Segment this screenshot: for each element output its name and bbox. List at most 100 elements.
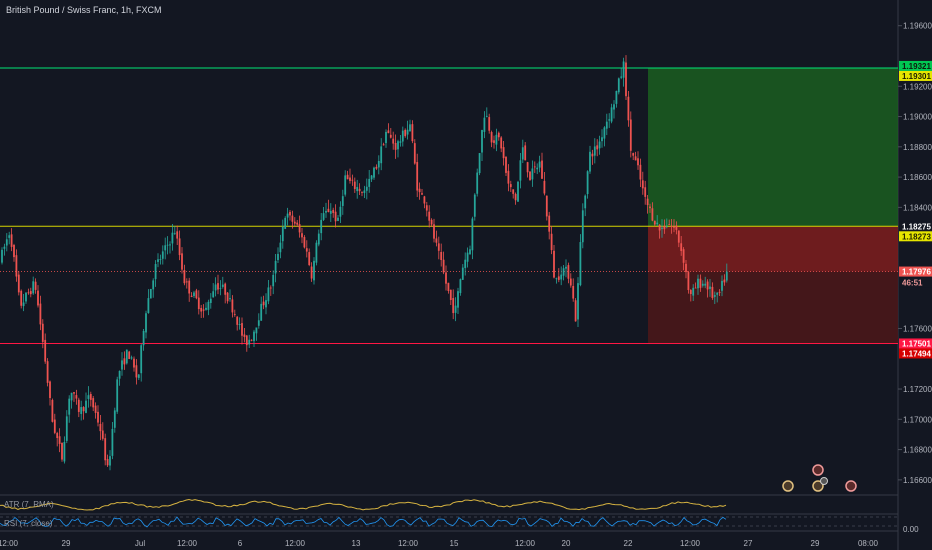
candle-body xyxy=(397,141,399,150)
rsi-label: RSI (7, close) xyxy=(4,519,53,528)
position-zones[interactable] xyxy=(648,67,898,344)
candle-body xyxy=(677,230,680,243)
candle-body xyxy=(488,117,491,131)
candle-body xyxy=(197,297,200,310)
candle-body xyxy=(541,160,543,179)
candle-body xyxy=(147,298,150,314)
event-icon xyxy=(820,477,828,485)
candle-body xyxy=(173,233,176,235)
candle-body xyxy=(524,145,527,161)
candle-body xyxy=(27,292,30,294)
price-tick-label: 1.18400 xyxy=(903,203,932,212)
time-tick-label: 12:00 xyxy=(0,539,19,548)
atr-label: ATR (7, RMA) xyxy=(4,500,54,509)
time-axis[interactable]: 12:00 29 Jul 12:00 6 12:00 13 12:00 15 12:00 20 22 1… xyxy=(0,539,879,548)
candle-body xyxy=(73,392,75,394)
candle-body xyxy=(461,267,464,280)
price-levels[interactable] xyxy=(0,67,898,344)
candle-body xyxy=(298,224,301,233)
candle-body xyxy=(617,78,620,93)
event-icons[interactable] xyxy=(782,464,857,492)
time-tick-label: 12:00 xyxy=(398,539,419,548)
candle-body xyxy=(8,235,11,238)
stop-price-tag-bg xyxy=(899,338,932,349)
candle-body xyxy=(555,278,558,280)
candle-body xyxy=(135,365,138,378)
candle-body xyxy=(286,213,289,218)
time-tick-label: 12:00 xyxy=(177,539,198,548)
price-tick-label: 1.19200 xyxy=(903,82,932,91)
target-secondary-tag: 1.19301 xyxy=(902,72,931,81)
candle-body xyxy=(315,242,318,263)
candle-body xyxy=(313,260,315,281)
candle-body xyxy=(25,292,27,302)
candle-body xyxy=(137,374,140,378)
candle-body xyxy=(188,280,191,294)
atr-line xyxy=(0,498,727,511)
countdown-tag: 46:51 xyxy=(902,279,923,288)
candle-body xyxy=(579,242,582,286)
time-tick-label: 12:00 xyxy=(680,539,701,548)
candle-body xyxy=(469,249,471,255)
time-tick-label: 22 xyxy=(624,539,633,548)
candle-body xyxy=(685,263,687,273)
candle-body xyxy=(106,459,109,466)
candle-body xyxy=(375,166,378,169)
candle-body xyxy=(572,285,575,299)
candle-body xyxy=(389,134,392,138)
candle-body xyxy=(195,290,198,299)
candle-body xyxy=(99,423,102,432)
candle-body xyxy=(589,151,591,172)
candle-body xyxy=(502,147,505,159)
candle-body xyxy=(629,119,632,151)
candle-body xyxy=(365,186,368,191)
candle-body xyxy=(656,222,659,225)
candle-body xyxy=(277,253,279,261)
candle-body xyxy=(682,249,685,263)
entry-secondary-tag-bg xyxy=(899,231,932,242)
candle-body xyxy=(471,218,474,251)
candle-body xyxy=(37,290,39,306)
candle-body xyxy=(296,222,299,225)
candle-body xyxy=(497,132,500,138)
candle-body xyxy=(711,286,714,298)
candle-body xyxy=(94,405,97,413)
time-tick-label: Jul xyxy=(135,539,145,548)
candle-body xyxy=(53,419,56,433)
candle-body xyxy=(452,298,455,314)
price-axis[interactable]: 1.19600 1.19200 1.19000 1.18800 1.18600 1.184… xyxy=(898,22,932,534)
candle-body xyxy=(253,331,255,342)
time-tick-label: 12:00 xyxy=(515,539,536,548)
candle-body xyxy=(577,283,579,320)
price-tick-label: 1.16600 xyxy=(903,476,932,485)
candle-body xyxy=(536,167,539,170)
candle-body xyxy=(329,210,332,214)
candle-body xyxy=(529,171,531,181)
candle-body xyxy=(3,246,6,249)
candle-body xyxy=(411,124,414,142)
indicator-lines xyxy=(0,498,727,528)
candle-body xyxy=(281,226,284,242)
candle-body xyxy=(646,198,649,206)
time-tick-label: 29 xyxy=(811,539,820,548)
candle-body xyxy=(721,280,723,291)
candle-body xyxy=(457,291,459,308)
price-tick-label: 1.17200 xyxy=(903,385,932,394)
candle-body xyxy=(581,210,584,243)
price-tick-label: 1.19600 xyxy=(903,22,932,31)
candle-body xyxy=(351,179,354,181)
candle-body xyxy=(442,259,445,273)
candle-body xyxy=(320,219,323,234)
candle-body xyxy=(89,393,92,400)
candle-body xyxy=(231,299,234,313)
candle-body xyxy=(361,191,363,193)
time-tick-label: 6 xyxy=(238,539,243,548)
candle-body xyxy=(392,138,395,144)
time-tick-label: 29 xyxy=(62,539,71,548)
candle-body xyxy=(591,153,594,157)
candle-body xyxy=(368,178,371,187)
candle-body xyxy=(476,172,479,194)
candle-body xyxy=(644,187,647,197)
